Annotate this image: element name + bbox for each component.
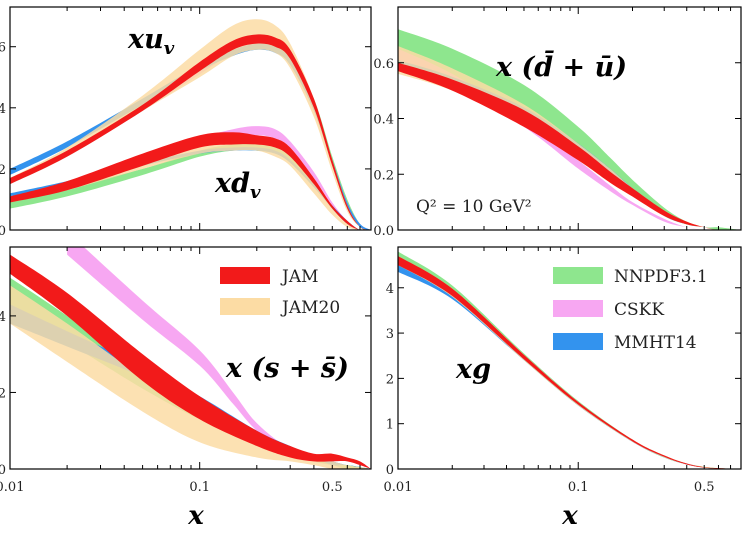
label-xdv: xdv <box>214 168 261 203</box>
legend-label-jam20: JAM20 <box>280 298 340 318</box>
bands-bottom-right <box>398 251 741 469</box>
band-jam <box>398 256 741 469</box>
ytick-label-top-left-1: 0.2 <box>0 163 6 178</box>
legend-swatch-jam <box>220 267 270 284</box>
legend-swatch-cskk <box>553 300 603 317</box>
band-jam-dv <box>10 132 371 230</box>
x-axis-label-right: x <box>561 501 578 531</box>
ytick-label-top-left-0: 0.0 <box>0 224 6 239</box>
ytick-label-top-left-2: 0.4 <box>0 102 6 117</box>
ytick-label-bottom-left-2: 0.4 <box>0 310 6 325</box>
label-strange: x (s + s̄) <box>225 353 349 384</box>
frame-bottom-left <box>9 246 372 470</box>
label-q2: Q² = 10 GeV² <box>416 197 532 217</box>
x-axis-label-left: x <box>187 501 204 531</box>
xtick-label-bottom-right-0: 0.01 <box>384 480 413 495</box>
xtick-label-bottom-left-1: 0.1 <box>189 480 210 495</box>
label-sea: x (d̄ + ū) <box>495 49 627 83</box>
legend-swatch-mmht <box>553 333 603 350</box>
legend-label-cskk: CSKK <box>614 300 664 320</box>
bands-top-right <box>398 29 741 230</box>
ytick-label-top-right-2: 0.4 <box>373 113 394 128</box>
bands-top-left <box>10 19 371 230</box>
ytick-label-top-right-0: 0.0 <box>373 224 394 239</box>
xtick-label-bottom-right-2: 0.5 <box>694 480 715 495</box>
xtick-label-bottom-left-0: 0.01 <box>0 480 24 495</box>
legend-swatch-jam20 <box>220 298 270 315</box>
ytick-label-bottom-right-4: 4 <box>386 282 394 297</box>
band-nnpdf31 <box>398 251 741 469</box>
panel-bottom-right: 0 1 2 3 4 0.01 0.1 0.5 <box>384 246 742 495</box>
band-mmht14-uv <box>10 43 371 230</box>
legend-right: NNPDF3.1 CSKK MMHT14 <box>553 267 708 353</box>
band-nnpdf31 <box>398 29 741 230</box>
ytick-label-bottom-right-0: 0 <box>386 463 394 478</box>
legend-swatch-nnpdf <box>553 267 603 284</box>
ytick-label-bottom-left-0: 0.0 <box>0 463 6 478</box>
legend-left: JAM JAM20 <box>220 267 340 318</box>
band-mmht14 <box>398 265 741 469</box>
ytick-label-bottom-right-3: 3 <box>386 327 394 342</box>
band-jam-uv <box>10 34 371 230</box>
bands-bottom-left <box>10 247 371 469</box>
label-xuv: xuv <box>127 24 175 59</box>
ytick-label-bottom-right-2: 2 <box>386 372 394 387</box>
frame-top-left <box>9 6 372 231</box>
band-jam20 <box>10 285 371 469</box>
band-cskk <box>67 247 371 469</box>
ytick-label-top-left-3: 0.6 <box>0 41 6 56</box>
legend-label-mmht: MMHT14 <box>614 333 697 353</box>
xtick-label-bottom-right-1: 0.1 <box>568 480 589 495</box>
label-gluon: xg <box>455 354 491 385</box>
band-jam <box>398 62 741 230</box>
xtick-label-bottom-left-2: 0.5 <box>322 480 343 495</box>
ytick-label-top-right-1: 0.2 <box>373 168 394 183</box>
ytick-label-top-right-3: 0.6 <box>373 57 394 72</box>
ytick-label-bottom-left-1: 0.2 <box>0 386 6 401</box>
legend-label-jam: JAM <box>280 267 319 287</box>
panel-top-right: 0.0 0.2 0.4 0.6 <box>373 6 742 239</box>
legend-label-nnpdf: NNPDF3.1 <box>614 267 708 287</box>
ytick-label-bottom-right-1: 1 <box>386 418 394 433</box>
panel-top-left: 0.0 0.2 0.4 0.6 <box>0 6 372 239</box>
band-jam20-uv <box>10 19 371 230</box>
panel-bottom-left: 0.0 0.2 0.4 0.01 0.1 0.5 <box>0 246 372 495</box>
band-nnpdf31-dv <box>10 143 371 230</box>
